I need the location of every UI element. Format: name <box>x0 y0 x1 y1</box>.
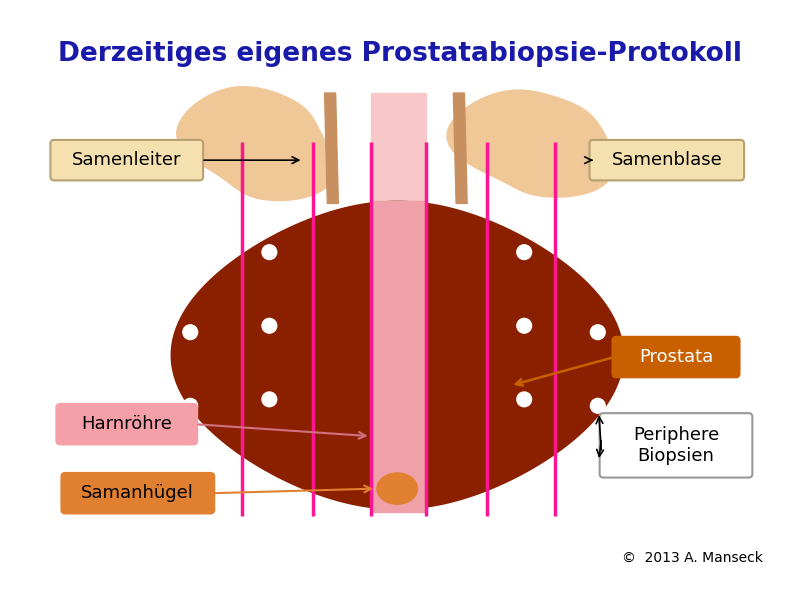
Text: Harnröhre: Harnröhre <box>82 415 172 433</box>
FancyBboxPatch shape <box>600 413 752 478</box>
Polygon shape <box>370 93 426 203</box>
Circle shape <box>517 392 531 407</box>
Circle shape <box>590 398 605 413</box>
FancyBboxPatch shape <box>50 140 203 181</box>
Polygon shape <box>377 473 418 504</box>
Circle shape <box>183 325 198 340</box>
Circle shape <box>183 451 198 466</box>
Polygon shape <box>170 200 624 510</box>
Text: Prostata: Prostata <box>639 348 713 366</box>
Text: Periphere
Biopsien: Periphere Biopsien <box>633 426 719 465</box>
Text: Samenleiter: Samenleiter <box>72 151 182 169</box>
Text: Derzeitiges eigenes Prostatabiopsie-Protokoll: Derzeitiges eigenes Prostatabiopsie-Prot… <box>58 41 742 67</box>
FancyBboxPatch shape <box>613 337 739 377</box>
Polygon shape <box>447 90 614 197</box>
Circle shape <box>517 319 531 333</box>
Circle shape <box>590 254 605 269</box>
Text: Samanhügel: Samanhügel <box>82 484 194 502</box>
Text: ©  2013 A. Manseck: © 2013 A. Manseck <box>622 551 763 565</box>
Text: Samenblase: Samenblase <box>611 151 722 169</box>
Circle shape <box>262 245 277 260</box>
Polygon shape <box>325 93 338 203</box>
Circle shape <box>590 451 605 466</box>
Circle shape <box>262 392 277 407</box>
Polygon shape <box>454 93 467 203</box>
FancyBboxPatch shape <box>62 473 214 514</box>
Circle shape <box>183 254 198 269</box>
Circle shape <box>517 245 531 260</box>
FancyBboxPatch shape <box>590 140 744 181</box>
Polygon shape <box>177 86 334 200</box>
Circle shape <box>262 319 277 333</box>
FancyBboxPatch shape <box>56 404 197 445</box>
Circle shape <box>183 398 198 413</box>
Circle shape <box>590 325 605 340</box>
Polygon shape <box>370 200 426 512</box>
